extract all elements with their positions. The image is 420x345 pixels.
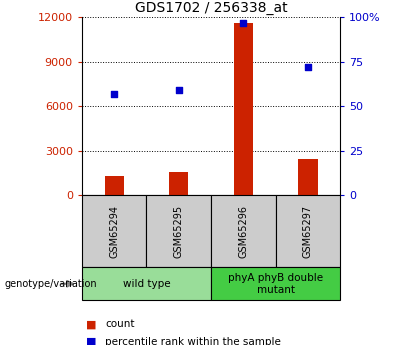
Title: GDS1702 / 256338_at: GDS1702 / 256338_at (135, 1, 287, 15)
Point (304, 64, 311, 70)
Text: percentile rank within the sample: percentile rank within the sample (105, 337, 281, 345)
Text: ■: ■ (86, 337, 97, 345)
Text: GSM65295: GSM65295 (174, 205, 184, 258)
Text: genotype/variation: genotype/variation (4, 279, 97, 289)
Text: GSM65294: GSM65294 (109, 205, 119, 258)
Point (176, 87, 182, 93)
Point (240, 20, 247, 25)
Text: ■: ■ (86, 319, 97, 329)
Bar (169, 172, 189, 195)
Text: wild type: wild type (123, 279, 170, 289)
Point (111, 91, 118, 96)
Bar (298, 159, 318, 195)
Text: GSM65297: GSM65297 (303, 205, 313, 258)
Text: count: count (105, 319, 134, 329)
Text: phyA phyB double
mutant: phyA phyB double mutant (228, 273, 323, 295)
Bar (234, 23, 253, 195)
Bar (105, 176, 124, 195)
Text: GSM65296: GSM65296 (238, 205, 248, 258)
